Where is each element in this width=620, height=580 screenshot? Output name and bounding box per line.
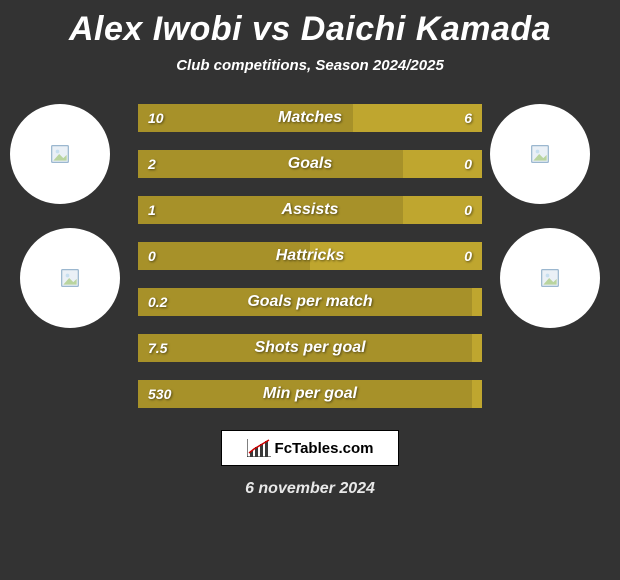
- stat-bar-right: [353, 104, 482, 132]
- image-placeholder-icon: [530, 144, 550, 164]
- date-text: 6 november 2024: [0, 480, 620, 498]
- player1-avatar: [10, 104, 110, 204]
- stat-bar-left: [138, 380, 472, 408]
- stat-bar-left: [138, 196, 403, 224]
- stat-bar-left: [138, 150, 403, 178]
- stat-row: Matches106: [138, 104, 482, 132]
- stat-row: Goals20: [138, 150, 482, 178]
- stat-bar-left: [138, 288, 472, 316]
- team1-avatar: [20, 228, 120, 328]
- image-placeholder-icon: [50, 144, 70, 164]
- stat-row: Shots per goal7.5: [138, 334, 482, 362]
- chart-icon: [247, 439, 271, 457]
- stat-row: Min per goal530: [138, 380, 482, 408]
- stat-bar-right: [472, 288, 482, 316]
- stat-row: Assists10: [138, 196, 482, 224]
- stat-bar-right: [472, 334, 482, 362]
- page-subtitle: Club competitions, Season 2024/2025: [0, 57, 620, 74]
- stat-bar-right: [403, 196, 482, 224]
- stat-bar-left: [138, 334, 472, 362]
- logo-text: FcTables.com: [275, 440, 374, 457]
- team2-avatar: [500, 228, 600, 328]
- site-logo: FcTables.com: [221, 430, 399, 466]
- stats-bars: Matches106 Goals20 Assists10 Hattricks00 Goa…: [138, 104, 482, 408]
- image-placeholder-icon: [540, 268, 560, 288]
- image-placeholder-icon: [60, 268, 80, 288]
- stat-bar-right: [472, 380, 482, 408]
- stat-bar-right: [403, 150, 482, 178]
- player2-avatar: [490, 104, 590, 204]
- page-title: Alex Iwobi vs Daichi Kamada: [0, 0, 620, 49]
- comparison-area: Matches106 Goals20 Assists10 Hattricks00 Goa…: [0, 104, 620, 408]
- stat-bar-right: [310, 242, 482, 270]
- stat-bar-left: [138, 104, 353, 132]
- stat-row: Goals per match0.2: [138, 288, 482, 316]
- stat-bar-left: [138, 242, 310, 270]
- stat-row: Hattricks00: [138, 242, 482, 270]
